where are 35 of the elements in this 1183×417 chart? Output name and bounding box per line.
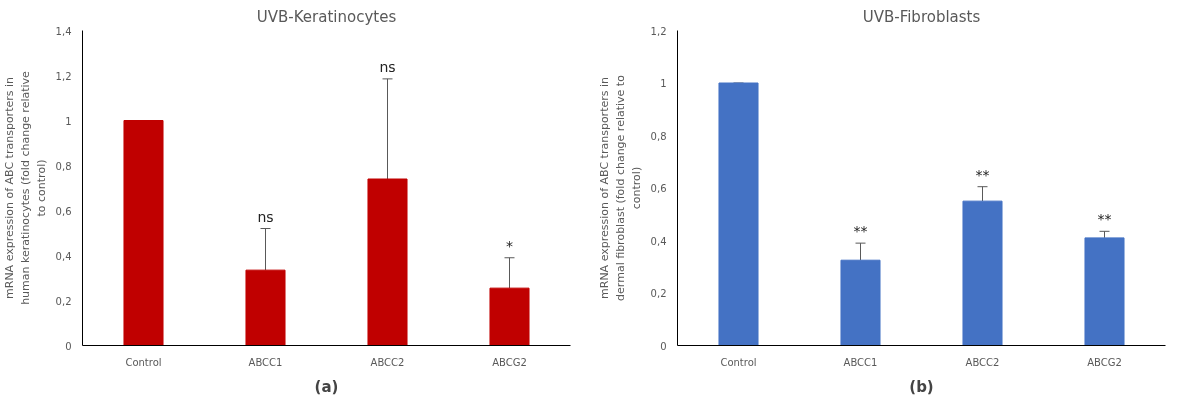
chart-title: UVB-Fibroblasts: [862, 7, 981, 26]
annotation: **: [853, 223, 868, 240]
y-tick-label: 0,4: [55, 250, 72, 262]
y-tick-label: 0,8: [650, 130, 667, 142]
x-tick-label: ABCC2: [370, 356, 405, 368]
annotation: ns: [379, 58, 396, 75]
y-tick-label: 0,8: [55, 160, 72, 172]
text: (b): [909, 377, 934, 396]
y-tick-label: 1: [660, 78, 667, 89]
annotation: *: [506, 237, 513, 254]
y-tick-label: 1: [65, 115, 72, 127]
annotation: ns: [257, 208, 274, 225]
annotation: **: [975, 166, 990, 183]
y-tick-label: 0,4: [650, 235, 667, 247]
annotation: **: [1097, 211, 1112, 228]
y-tick-label: 0,2: [650, 288, 667, 299]
y-tick-label: 0,2: [55, 295, 72, 307]
y-tick-label: 0,6: [650, 183, 667, 194]
y-tick-label: 0,6: [55, 205, 72, 217]
chart-title: UVB-Keratinocytes: [256, 7, 397, 26]
x-tick-label: Control: [125, 356, 162, 368]
y-tick-label: 1,2: [650, 25, 667, 37]
x-tick-label: ABCC1: [248, 356, 283, 368]
x-tick-label: Control: [720, 356, 757, 368]
y-axis-title: mRNA expression of ABC transporters in dermal fibroblast (fold change relative to control): [598, 74, 643, 301]
y-tick-label: 1,2: [55, 70, 72, 82]
x-tick-label: ABCC1: [843, 356, 878, 368]
y-axis-title: mRNA expression of ABC transporters in human keratinocytes (fold change relative to control): [3, 70, 48, 305]
y-tick-label: 0: [65, 340, 72, 352]
x-tick-label: ABCG2: [492, 356, 527, 368]
text: (a): [314, 377, 339, 396]
x-tick-label: ABCC2: [965, 356, 1000, 368]
y-tick-label: 0: [660, 340, 667, 352]
x-tick-label: ABCG2: [1087, 356, 1122, 368]
y-tick-label: 1,4: [55, 25, 72, 37]
